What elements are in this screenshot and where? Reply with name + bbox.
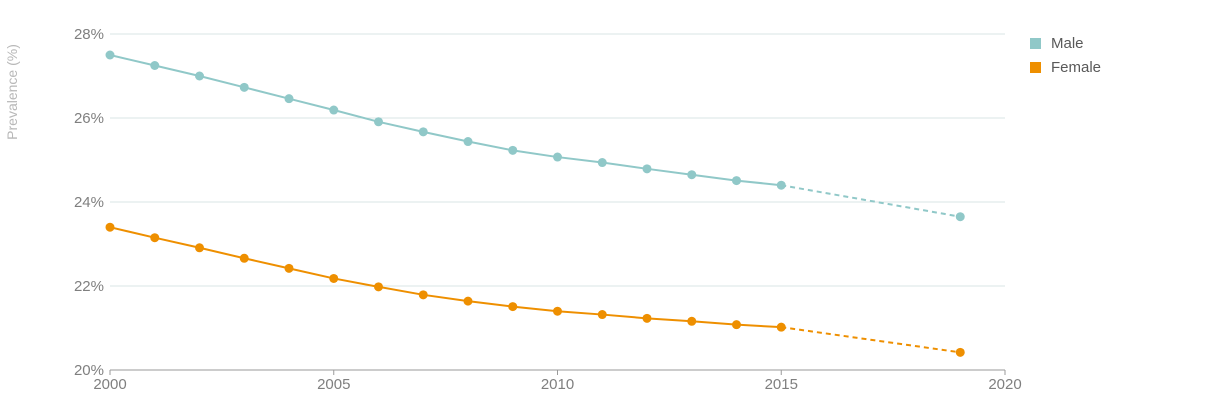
data-point-male-2019 <box>955 212 965 222</box>
legend-label-female: Female <box>1051 59 1101 76</box>
data-point-male-2008 <box>463 137 473 147</box>
series-line-male <box>109 54 782 187</box>
data-point-female-2019 <box>955 347 965 357</box>
y-tick-label-26: 26% <box>74 110 104 127</box>
data-point-male-2003 <box>239 82 249 92</box>
data-point-female-2011 <box>597 310 607 320</box>
legend-swatch-female <box>1030 62 1041 73</box>
y-axis-label: Prevalence (%) <box>4 44 20 140</box>
y-tick-label-28: 28% <box>74 26 104 43</box>
legend-label-male: Male <box>1051 35 1084 52</box>
data-point-female-2006 <box>374 282 383 292</box>
x-tick-label-2000: 2000 <box>93 376 126 393</box>
series-line-female <box>109 226 782 329</box>
series-projection-male <box>781 184 961 218</box>
data-point-male-2002 <box>195 71 204 81</box>
data-point-female-2001 <box>150 233 160 243</box>
y-tick-label-20: 20% <box>74 362 104 379</box>
data-point-male-2012 <box>642 164 652 174</box>
legend-item-male: Male <box>1030 35 1084 52</box>
legend-swatch-male <box>1030 38 1041 49</box>
gridlines <box>110 33 1005 287</box>
data-point-female-2004 <box>284 263 294 273</box>
legend-item-female: Female <box>1030 59 1101 76</box>
x-tick-label-2020: 2020 <box>988 376 1021 393</box>
x-axis-ticks: 2000 2005 2010 2015 2020 <box>93 370 1022 393</box>
data-point-male-2014 <box>732 176 741 186</box>
y-axis-ticks: 20% 22% 24% 26% 28% <box>74 26 104 379</box>
y-tick-label-24: 24% <box>74 194 104 211</box>
data-point-male-2000 <box>105 50 115 60</box>
data-point-male-2010 <box>553 152 562 162</box>
data-point-female-2003 <box>239 253 249 263</box>
legend: Male Female <box>1030 35 1101 76</box>
data-point-male-2015 <box>776 180 786 190</box>
data-point-female-2007 <box>418 290 428 300</box>
series-projection-female <box>781 326 961 354</box>
data-point-male-2006 <box>374 117 383 127</box>
data-point-female-2015 <box>776 322 786 332</box>
data-point-male-2009 <box>508 145 518 155</box>
series-male <box>105 50 965 222</box>
data-point-female-2010 <box>553 306 562 316</box>
data-point-female-2005 <box>329 273 339 283</box>
data-point-male-2011 <box>597 158 607 168</box>
data-point-male-2013 <box>687 170 697 180</box>
data-point-female-2000 <box>105 222 115 232</box>
data-point-female-2008 <box>463 296 473 306</box>
data-point-female-2013 <box>687 316 697 326</box>
x-tick-label-2005: 2005 <box>317 376 350 393</box>
x-tick-label-2015: 2015 <box>765 376 798 393</box>
data-point-female-2002 <box>195 243 204 253</box>
x-tick-label-2010: 2010 <box>541 376 574 393</box>
data-point-male-2005 <box>329 105 339 115</box>
data-point-male-2001 <box>150 61 160 70</box>
data-point-female-2014 <box>732 320 741 330</box>
data-point-female-2009 <box>508 302 518 312</box>
data-point-male-2007 <box>418 127 428 137</box>
data-point-female-2012 <box>642 313 652 323</box>
series-group <box>105 50 965 357</box>
data-point-male-2004 <box>284 94 294 104</box>
y-tick-label-22: 22% <box>74 278 104 295</box>
series-female <box>105 222 965 357</box>
